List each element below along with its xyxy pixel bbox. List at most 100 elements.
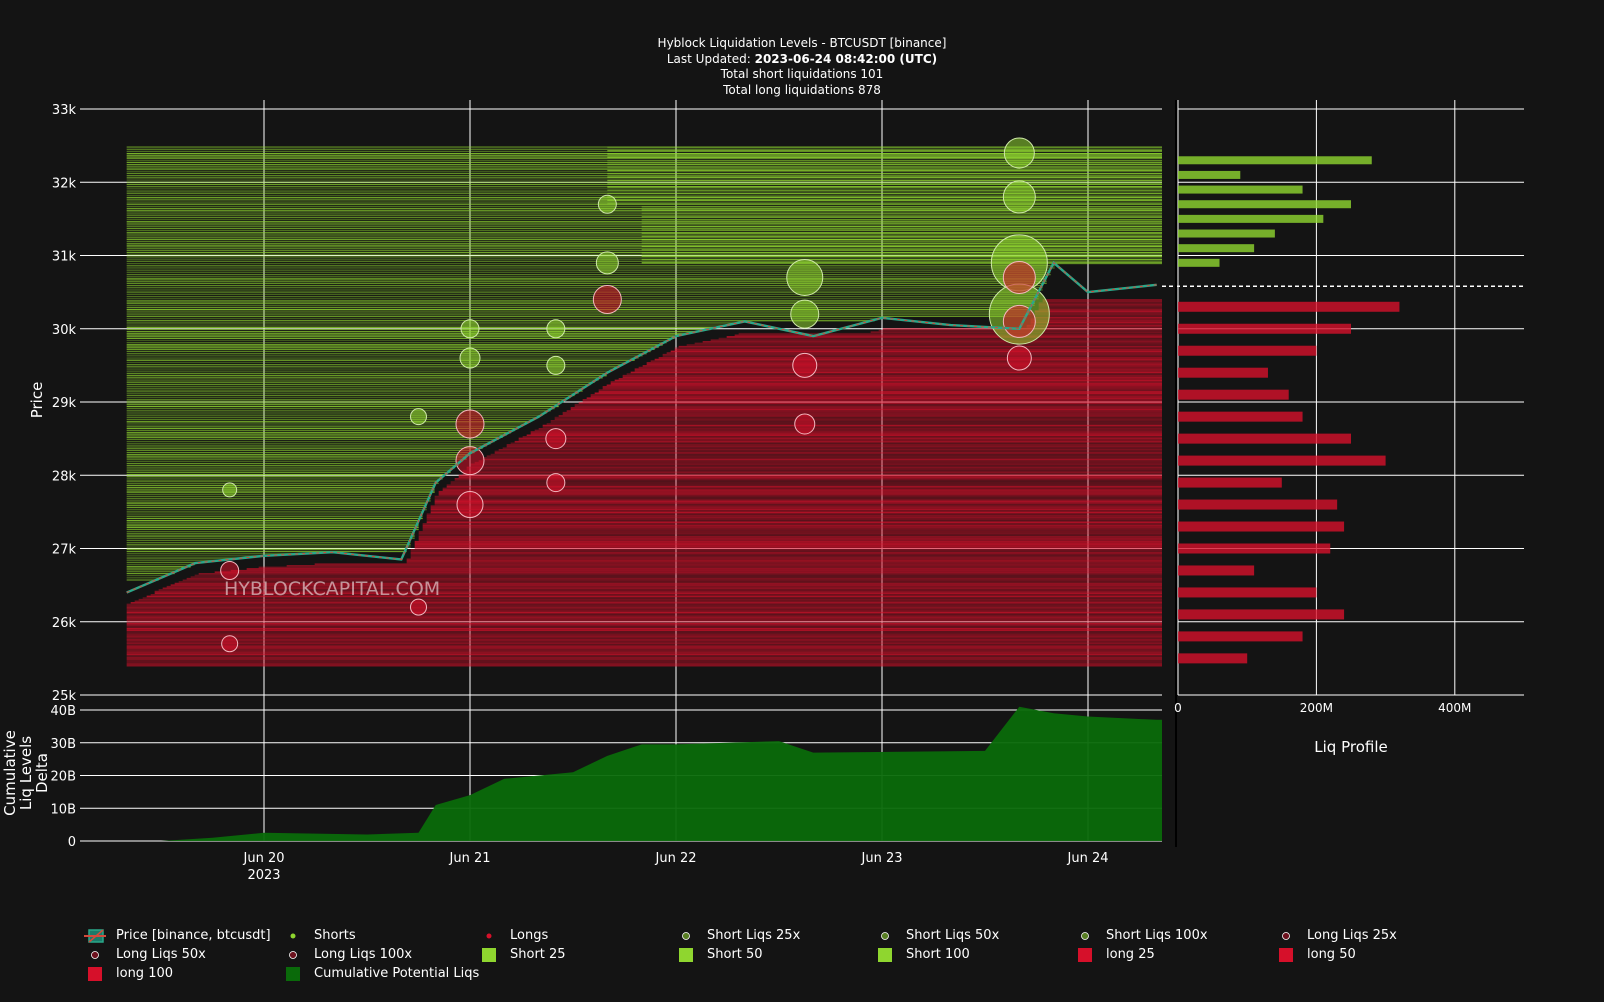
legend-item[interactable]: Short 25 xyxy=(478,947,675,962)
profile-long-bar xyxy=(1178,609,1345,620)
legend-item[interactable]: Cumulative Potential Liqs xyxy=(282,966,480,981)
long-liq-bubble xyxy=(1002,304,1036,338)
x-tick-label: Jun 23 xyxy=(861,851,903,866)
legend-label: long 25 xyxy=(1106,947,1155,962)
short-liq-bubble xyxy=(460,319,480,339)
long-square-swatch-icon xyxy=(1074,947,1096,962)
profile-x-tick-label: 0 xyxy=(1174,701,1182,715)
price-swatch-icon xyxy=(84,928,106,943)
legend-item[interactable]: long 25 xyxy=(1074,947,1275,962)
short-liq-bubble xyxy=(222,482,238,498)
legend-item[interactable]: Shorts xyxy=(282,928,478,943)
legend-label: Short Liqs 25x xyxy=(707,928,801,943)
short-liq-bubble xyxy=(546,355,566,375)
cum-y-tick-label: 0 xyxy=(68,835,76,850)
profile-long-bar xyxy=(1178,367,1268,378)
legend-item[interactable]: Short Liqs 100x xyxy=(1074,928,1275,943)
short-ring-swatch-icon xyxy=(874,929,896,943)
legend-item[interactable]: Short 100 xyxy=(874,947,1074,962)
long-liq-bubble xyxy=(220,560,240,580)
long-liq-bubble xyxy=(1002,260,1036,294)
cumulative-panel xyxy=(109,706,1162,841)
legend-label: Short 100 xyxy=(906,947,970,962)
profile-short-bar xyxy=(1178,244,1255,253)
last-updated-label: Last Updated: xyxy=(666,51,755,66)
profile-long-bar xyxy=(1178,411,1303,422)
long-square-swatch-icon xyxy=(84,966,106,981)
profile-long-bar xyxy=(1178,521,1345,532)
cum-square-swatch-icon xyxy=(282,966,304,981)
profile-short-bar xyxy=(1178,200,1351,209)
long-liq-bubble xyxy=(455,409,485,439)
short-liq-bubble xyxy=(546,319,566,339)
last-updated-value: 2023-06-24 08:42:00 (UTC) xyxy=(754,51,938,66)
profile-short-bar xyxy=(1178,214,1324,223)
profile-long-bar xyxy=(1178,301,1400,312)
short-liq-bubble xyxy=(790,299,820,329)
cum-y-axis-title: Liq Levels xyxy=(17,736,35,810)
long-ring-swatch-icon xyxy=(84,948,106,962)
y-axis-title: Price xyxy=(28,382,46,419)
y-tick-label: 26k xyxy=(52,616,77,631)
legend-item[interactable]: Short 50 xyxy=(675,947,874,962)
y-tick-label: 30k xyxy=(52,323,77,338)
x-tick-year: 2023 xyxy=(247,868,280,883)
price-line xyxy=(126,260,1157,594)
cum-y-axis-title: Delta xyxy=(33,753,51,793)
legend-label: Short Liqs 100x xyxy=(1106,928,1208,943)
watermark: HYBLOCKCAPITAL.COM xyxy=(224,578,440,600)
legend-label: long 50 xyxy=(1307,947,1356,962)
legend-label: long 100 xyxy=(116,966,174,981)
long-liq-bubble xyxy=(546,473,566,493)
profile-long-bar xyxy=(1178,499,1338,510)
short-ring-swatch-icon xyxy=(1074,929,1096,943)
profile-short-bar xyxy=(1178,156,1372,165)
profile-long-bar xyxy=(1178,345,1317,356)
chart-title: Hyblock Liquidation Levels - BTCUSDT [bi… xyxy=(657,36,947,50)
legend-item[interactable]: Long Liqs 50x xyxy=(84,947,282,962)
short-dot-swatch-icon xyxy=(282,929,304,943)
profile-long-bar xyxy=(1178,389,1289,400)
short-liq-bubble xyxy=(1002,180,1036,214)
profile-short-bar xyxy=(1178,185,1303,194)
legend-label: Short Liqs 50x xyxy=(906,928,1000,943)
legend-item[interactable]: Long Liqs 100x xyxy=(282,947,478,962)
profile-long-bar xyxy=(1178,587,1317,598)
y-tick-label: 29k xyxy=(52,396,77,411)
legend-item[interactable]: Short Liqs 50x xyxy=(874,928,1074,943)
legend-label: Long Liqs 25x xyxy=(1307,928,1397,943)
short-liq-bubble xyxy=(410,408,427,426)
axes: 25k 26k 27k 28k 29k 30k 31k 32k 33k 0 10B 20B 30B 40B… xyxy=(1,103,1471,883)
legend-item[interactable]: Long Liqs 25x xyxy=(1275,928,1475,943)
profile-long-bar xyxy=(1178,477,1282,488)
long-liq-bubble xyxy=(221,635,239,653)
profile-long-bar xyxy=(1178,455,1386,466)
price-series-line-down xyxy=(126,262,1157,593)
short-liquidation-levels xyxy=(126,146,1162,581)
x-tick-label: Jun 22 xyxy=(655,851,697,866)
legend-label: Long Liqs 100x xyxy=(314,947,413,962)
profile-long-bar xyxy=(1178,323,1351,334)
y-tick-label: 28k xyxy=(52,469,77,484)
total-short-liquidations: Total short liquidations 101 xyxy=(720,67,884,81)
legend-item[interactable]: long 50 xyxy=(1275,947,1475,962)
legend-label: Longs xyxy=(510,928,549,943)
legend-item[interactable]: Price [binance, btcusdt] xyxy=(84,928,282,943)
y-tick-label: 32k xyxy=(52,176,77,191)
profile-x-tick-label: 200M xyxy=(1300,701,1333,715)
legend-label: Cumulative Potential Liqs xyxy=(314,966,480,981)
short-liq-bubble xyxy=(597,194,617,214)
cum-y-tick-label: 10B xyxy=(51,802,76,817)
legend-item[interactable]: long 100 xyxy=(84,966,282,981)
long-ring-swatch-icon xyxy=(282,948,304,962)
legend-item[interactable]: Longs xyxy=(478,928,675,943)
cum-y-tick-label: 20B xyxy=(51,770,76,785)
legend-item[interactable]: Short Liqs 25x xyxy=(675,928,874,943)
long-liq-bubble xyxy=(592,284,622,314)
y-tick-label: 25k xyxy=(52,689,77,704)
profile-long-bar xyxy=(1178,543,1331,554)
last-updated: Last Updated: 2023-06-24 08:42:00 (UTC) xyxy=(0,52,1604,68)
y-tick-label: 33k xyxy=(52,103,77,118)
profile-long-bar xyxy=(1178,433,1351,444)
